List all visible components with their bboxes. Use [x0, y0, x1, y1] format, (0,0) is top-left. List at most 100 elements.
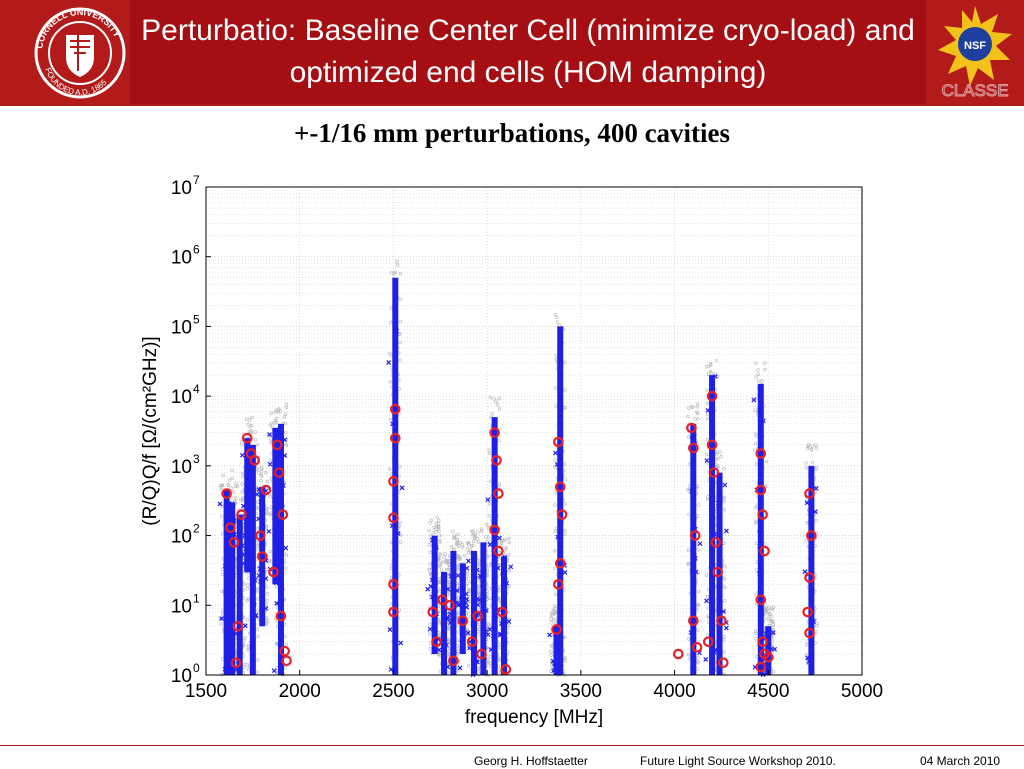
background-point	[445, 567, 449, 572]
background-point	[256, 544, 260, 548]
red-point	[688, 615, 699, 627]
background-point	[284, 566, 288, 570]
blue-x-marker	[562, 570, 568, 575]
blue-x-marker	[553, 646, 559, 651]
background-point	[467, 589, 471, 593]
background-point	[456, 544, 461, 548]
red-point	[277, 509, 289, 520]
red-point	[466, 636, 478, 648]
blue-x-marker	[271, 668, 277, 674]
background-point	[486, 622, 491, 626]
red-point	[491, 455, 502, 466]
background-point	[444, 558, 449, 563]
background-point	[250, 423, 254, 428]
blue-x-marker	[723, 625, 729, 631]
background-point	[245, 618, 250, 622]
background-point	[255, 442, 260, 447]
red-point	[804, 572, 815, 583]
background-point	[497, 645, 502, 650]
grid-layer	[205, 187, 863, 676]
background-point	[284, 405, 289, 410]
background-point	[283, 421, 287, 426]
red-point	[757, 509, 768, 520]
blue-x-marker	[813, 485, 819, 491]
background-point	[389, 306, 393, 310]
blue-x-marker	[553, 450, 558, 456]
red-point	[804, 627, 815, 639]
blue-x-marker	[282, 453, 288, 459]
y-axis-label: (R/Q)Q/f [Ω/(cm²GHz)]	[140, 336, 161, 525]
blue-x-marker	[811, 619, 817, 624]
background-point	[696, 547, 700, 552]
blue-x-marker	[715, 500, 721, 506]
background-point	[719, 454, 723, 459]
background-point	[706, 372, 711, 376]
background-point	[446, 567, 450, 572]
background-point	[230, 476, 234, 481]
background-point	[284, 442, 288, 447]
red-point	[718, 657, 729, 669]
red-point	[703, 636, 714, 648]
background-point	[245, 598, 249, 603]
background-point	[434, 521, 438, 526]
red-point	[554, 558, 566, 569]
background-point	[763, 367, 767, 372]
background-point	[763, 609, 767, 613]
blue-x-marker	[493, 556, 498, 562]
y-tick-exponent: 5	[193, 312, 200, 326]
background-point	[497, 407, 502, 411]
background-point	[769, 606, 774, 611]
blue-x-marker	[272, 524, 278, 530]
blue-x-marker	[263, 576, 269, 582]
background-point	[754, 592, 758, 597]
red-point	[802, 606, 813, 618]
red-point	[500, 664, 512, 675]
blue-x-marker	[724, 528, 729, 534]
red-point	[390, 403, 401, 415]
background-point	[465, 581, 470, 586]
blue-x-marker	[252, 613, 258, 619]
blue-x-marker	[464, 596, 470, 602]
background-point	[278, 409, 283, 413]
background-point	[458, 541, 463, 545]
background-point	[387, 467, 392, 472]
blue-x-marker	[710, 449, 716, 455]
background-point	[242, 582, 247, 586]
background-point	[283, 412, 288, 416]
blue-x-marker	[242, 533, 248, 538]
x-tick-label: 1500	[185, 681, 227, 702]
background-point	[496, 664, 501, 669]
background-point	[553, 529, 557, 534]
background-point	[704, 573, 709, 577]
background-point	[452, 536, 456, 540]
red-point	[388, 512, 399, 524]
background-point	[427, 542, 431, 547]
background-point	[497, 396, 501, 401]
background-point	[753, 442, 758, 446]
blue-x-marker	[475, 602, 481, 608]
y-tick-label: 10	[171, 596, 192, 617]
red-point	[759, 545, 770, 557]
background-point	[563, 502, 567, 506]
blue-x-marker	[474, 659, 480, 665]
y-tick-label: 10	[171, 457, 192, 478]
background-point	[398, 272, 403, 276]
background-point	[284, 642, 289, 647]
background-point	[754, 637, 758, 641]
background-point	[563, 656, 567, 660]
background-point	[397, 464, 402, 469]
background-point	[242, 638, 246, 643]
background-point	[705, 497, 710, 502]
blue-x-marker	[241, 503, 246, 509]
blue-x-marker	[508, 564, 514, 570]
background-point	[549, 621, 554, 625]
background-point	[259, 466, 263, 470]
background-point	[398, 540, 403, 544]
header-title-panel	[130, 0, 926, 104]
background-point	[253, 438, 258, 442]
background-points	[219, 260, 819, 677]
background-point	[754, 375, 758, 379]
background-point	[722, 650, 726, 654]
blue-x-marker	[554, 462, 560, 467]
blue-x-marker	[478, 574, 484, 580]
